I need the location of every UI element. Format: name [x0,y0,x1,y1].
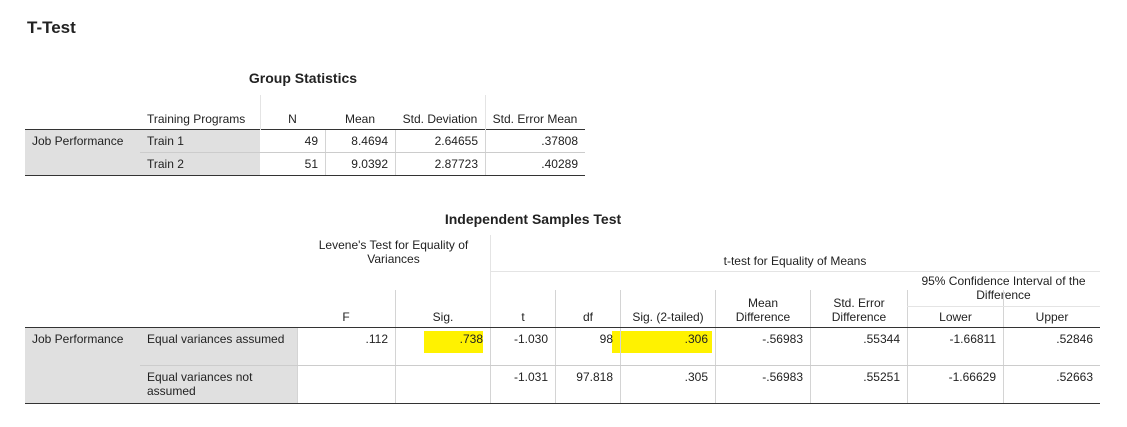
rule [485,95,486,130]
data-cell: -.56983 [715,365,810,403]
data-cell: 2.64655 [395,130,485,153]
data-cell: -1.030 [490,328,555,366]
column-header: Sig. [395,290,490,328]
data-cell: -1.66629 [907,365,1003,403]
rule [140,365,1100,366]
column-header: Training Programs [147,112,246,126]
column-header: Std. Error Mean [492,112,578,126]
column-header: Mean Difference [715,290,810,328]
rule [25,327,1100,328]
column-header: t [490,290,555,328]
data-cell: .37808 [485,130,585,153]
rule [260,95,261,130]
rule [907,306,1100,307]
page-title: T-Test [27,18,76,37]
data-cell: .55251 [810,365,907,403]
row-sublabel: Train 1 [140,130,260,153]
row-label: Job Performance [25,328,140,403]
data-cell: .305 [620,365,715,403]
rule [25,129,585,130]
data-cell: 49 [304,134,318,149]
rule [25,403,1100,404]
column-header: df [555,290,620,328]
data-cell: .52846 [1003,328,1100,366]
column-header: Upper [1003,290,1100,328]
row-sublabel: Train 2 [140,152,260,175]
rule [25,175,585,176]
data-cell: -1.66811 [907,328,1003,366]
row-sublabel: Equal variances not assumed [140,365,297,403]
data-cell [297,365,395,403]
rule [490,271,1100,272]
data-cell [395,365,490,403]
data-cell: -1.031 [490,365,555,403]
data-cell: 8.4694 [325,130,395,153]
table-title: Independent Samples Test [444,211,622,227]
data-cell: 9.0392 [325,152,395,175]
data-cell: .40289 [485,152,585,175]
data-cell: .306 [620,328,715,366]
data-cell: -.56983 [715,328,810,366]
row-sublabel: Equal variances assumed [140,328,297,366]
column-header: Std. Error Difference [810,290,907,328]
highlight [424,331,483,353]
data-cell: .112 [297,328,395,366]
data-cell: 2.87723 [395,152,485,175]
table-title: Group Statistics [248,70,358,86]
group-header: t-test for Equality of Means [723,254,867,268]
data-cell: 98 [555,328,620,366]
data-cell: 97.818 [555,365,620,403]
data-cell: .52663 [1003,365,1100,403]
data-cell: .738 [395,328,490,366]
column-header: Std. Deviation [402,112,478,126]
column-header: F [342,310,350,324]
column-header: Lower [907,290,1003,328]
rule [140,152,585,153]
column-header: N [288,112,297,126]
highlight [612,331,712,353]
row-label: Job Performance [25,130,140,175]
group-header: Levene's Test for Equality of Variances [318,238,469,266]
rule [490,235,491,328]
data-cell: 51 [304,156,318,171]
data-cell: .55344 [810,328,907,366]
column-header: Sig. (2-tailed) [620,290,715,328]
column-header: Mean [344,112,376,126]
